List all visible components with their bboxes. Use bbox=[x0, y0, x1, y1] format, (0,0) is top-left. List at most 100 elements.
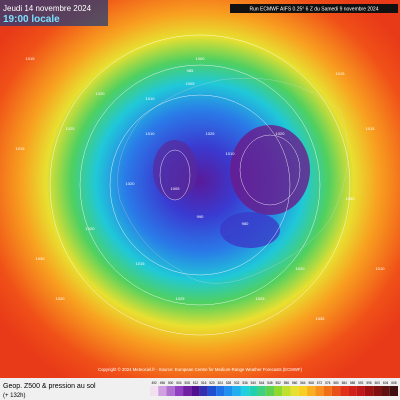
pressure-label: 1015 bbox=[336, 71, 346, 76]
date: Jeudi 14 novembre 2024 bbox=[3, 4, 92, 13]
legend-subtitle: (+ 132h) bbox=[3, 393, 26, 399]
pressure-label: 1010 bbox=[226, 151, 236, 156]
color-swatch bbox=[240, 386, 250, 396]
scale-label: 548 bbox=[267, 381, 273, 385]
scale-label: 504 bbox=[176, 381, 182, 385]
scale-label: 492 bbox=[151, 381, 157, 385]
color-swatch bbox=[207, 386, 217, 396]
scale-label: 608 bbox=[391, 381, 397, 385]
color-swatch bbox=[348, 386, 357, 396]
pressure-label: 1025 bbox=[176, 296, 186, 301]
pressure-label: 1000 bbox=[196, 56, 206, 61]
color-swatch bbox=[216, 386, 225, 396]
scale-label: 592 bbox=[358, 381, 364, 385]
color-swatch bbox=[249, 386, 258, 396]
date-box bbox=[0, 0, 108, 26]
color-swatch bbox=[356, 386, 365, 396]
color-swatch bbox=[158, 386, 167, 396]
time: 19:00 locale bbox=[3, 14, 60, 25]
pressure-label: 985 bbox=[187, 68, 194, 73]
scale-label: 580 bbox=[333, 381, 339, 385]
geopotential-field bbox=[0, 0, 400, 378]
scale-label: 540 bbox=[251, 381, 257, 385]
pressure-label: 980 bbox=[242, 221, 249, 226]
scale-label: 604 bbox=[383, 381, 389, 385]
run-info: Run ECMWF AIFS 0.25° 6 Z du Samedi 9 nov… bbox=[249, 7, 378, 13]
pressure-label: 990 bbox=[197, 214, 204, 219]
pressure-label: 1005 bbox=[186, 81, 196, 86]
color-swatch bbox=[381, 386, 390, 396]
pressure-label: 1010 bbox=[146, 96, 156, 101]
copyright: Copyright © 2024 Meteociel.fr - Source: … bbox=[98, 367, 302, 372]
pressure-label: 1020 bbox=[86, 226, 96, 231]
pressure-label: 1010 bbox=[146, 131, 156, 136]
pressure-label: 1020 bbox=[126, 181, 136, 186]
pressure-label: 1025 bbox=[256, 296, 266, 301]
low-center bbox=[230, 125, 310, 215]
scale-label: 552 bbox=[275, 381, 281, 385]
color-swatch bbox=[199, 386, 208, 396]
scale-label: 568 bbox=[309, 381, 315, 385]
color-swatch bbox=[166, 386, 175, 396]
pressure-label: 1030 bbox=[36, 256, 46, 261]
scale-label: 516 bbox=[201, 381, 207, 385]
scale-label: 528 bbox=[226, 381, 232, 385]
color-swatch bbox=[315, 386, 324, 396]
scale-label: 496 bbox=[160, 381, 166, 385]
scale-label: 532 bbox=[234, 381, 240, 385]
color-swatch bbox=[257, 386, 266, 396]
pressure-label: 1025 bbox=[66, 126, 76, 131]
scale-label: 500 bbox=[168, 381, 174, 385]
scale-label: 584 bbox=[342, 381, 348, 385]
color-swatch bbox=[364, 386, 374, 396]
scale-label: 576 bbox=[325, 381, 331, 385]
coastlines bbox=[117, 77, 349, 284]
pressure-label: 1015 bbox=[16, 146, 26, 151]
color-swatch bbox=[340, 386, 349, 396]
scale-label: 536 bbox=[242, 381, 248, 385]
pressure-label: 1020 bbox=[276, 131, 286, 136]
scale-label: 588 bbox=[350, 381, 356, 385]
scale-label: 596 bbox=[366, 381, 372, 385]
color-swatch bbox=[232, 386, 241, 396]
color-swatch bbox=[389, 386, 398, 396]
low-center bbox=[153, 140, 197, 200]
scale-label: 544 bbox=[259, 381, 265, 385]
color-swatch bbox=[150, 386, 159, 396]
scale-label: 572 bbox=[317, 381, 323, 385]
pressure-label: 1015 bbox=[136, 261, 146, 266]
pressure-label: 1020 bbox=[56, 296, 66, 301]
pressure-label: 1015 bbox=[366, 126, 376, 131]
color-swatch bbox=[265, 386, 274, 396]
isobars bbox=[49, 34, 351, 336]
color-swatch bbox=[307, 386, 316, 396]
color-swatch bbox=[174, 386, 184, 396]
scale-label: 520 bbox=[209, 381, 215, 385]
color-swatch bbox=[224, 386, 233, 396]
color-swatch bbox=[290, 386, 299, 396]
scale-label: 564 bbox=[300, 381, 306, 385]
pressure-label: 1025 bbox=[206, 131, 216, 136]
scale-label: 512 bbox=[193, 381, 199, 385]
color-swatch bbox=[323, 386, 332, 396]
scale-label: 524 bbox=[218, 381, 224, 385]
color-swatch bbox=[373, 386, 382, 396]
pressure-label: 1020 bbox=[296, 266, 306, 271]
pressure-label: 1005 bbox=[171, 186, 181, 191]
color-swatch bbox=[282, 386, 291, 396]
pressure-label: 1015 bbox=[26, 56, 36, 61]
scale-label: 508 bbox=[185, 381, 191, 385]
pressure-label: 1030 bbox=[346, 196, 356, 201]
color-swatch bbox=[183, 386, 192, 396]
pressure-label: 1035 bbox=[316, 316, 326, 321]
scale-label: 600 bbox=[375, 381, 381, 385]
color-swatch bbox=[274, 386, 283, 396]
legend-title: Geop. Z500 & pression au sol bbox=[3, 383, 96, 390]
color-swatch bbox=[191, 386, 200, 396]
trough bbox=[220, 212, 280, 248]
pressure-label: 1010 bbox=[376, 266, 386, 271]
color-swatch bbox=[298, 386, 308, 396]
pressure-label: 1020 bbox=[96, 91, 106, 96]
